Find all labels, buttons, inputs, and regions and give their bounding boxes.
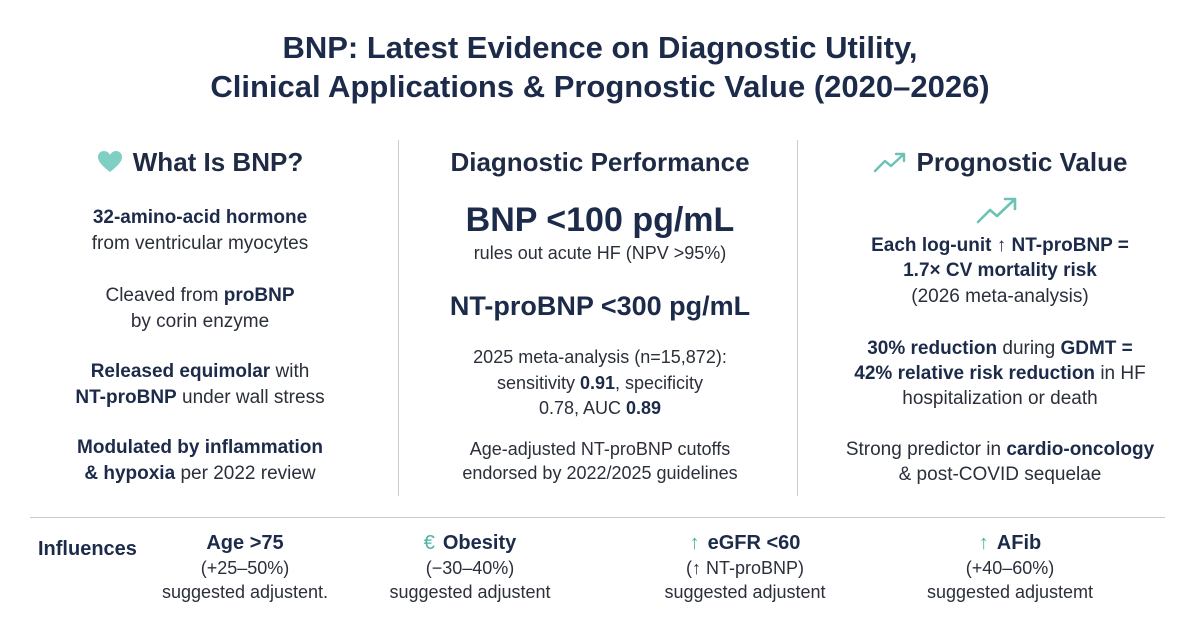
trend-icon <box>873 152 905 173</box>
text-line: 32-amino-acid hormone <box>2 207 398 230</box>
influence-note: suggested adjustent <box>389 582 551 602</box>
influence-effect: (−30–40%) <box>425 558 515 578</box>
influence-effect: (↑ NT-proBNP) <box>685 558 804 578</box>
text-line: from ventricular myocytes <box>2 233 398 256</box>
bold-text: BNP <100 pg/mL <box>465 200 735 239</box>
title-line: Clinical Applications & Prognostic Value… <box>210 69 990 104</box>
divider <box>30 517 1165 518</box>
column-heading: Diagnostic Performance <box>400 146 800 178</box>
influence-name: ↑ AFib <box>880 532 1140 555</box>
text: under wall stress <box>176 386 325 408</box>
text-line: 0.78, AUC 0.89 <box>402 398 798 420</box>
text-line: 2025 meta-analysis (n=15,872): <box>402 347 798 369</box>
bold-text: Modulated by inflammation <box>77 436 323 458</box>
heading-text: Prognostic Value <box>916 147 1128 177</box>
text-line: rules out acute HF (NPV >95%) <box>402 243 798 265</box>
bold-text: Each log-unit ↑ NT-proBNP = <box>871 234 1129 256</box>
bold-text: GDMT = <box>1060 337 1133 359</box>
influence-text: Obesity <box>442 532 517 554</box>
influence-effect: (+25–50%) <box>200 558 290 578</box>
text-line: (2026 meta-analysis) <box>802 286 1198 309</box>
text-line: Cleaved from proBNP <box>2 285 398 308</box>
influences-label: Influences <box>38 538 137 560</box>
divider <box>398 140 399 496</box>
column-heading: Prognostic Value <box>800 146 1200 178</box>
text-line: & hypoxia per 2022 review <box>2 463 398 486</box>
text: Age-adjusted NT-proBNP cutoffs <box>469 439 731 460</box>
text: Cleaved from <box>105 284 224 306</box>
bold-text: 1.7× CV mortality risk <box>903 259 1097 281</box>
text-line: Modulated by inflammation <box>2 437 398 460</box>
text: & post-COVID sequelae <box>898 463 1102 485</box>
text: , specificity <box>615 373 704 394</box>
heading-text: What Is BNP? <box>132 147 304 177</box>
column-heading: What Is BNP? <box>0 146 400 178</box>
text-line: & post-COVID sequelae <box>802 464 1198 487</box>
influence-note: suggested adjustent <box>664 582 826 602</box>
bold-text: 0.91 <box>579 373 616 394</box>
text: during <box>997 337 1061 359</box>
bold-text: NT-proBNP <box>75 386 177 408</box>
text-line: Released equimolar with <box>2 361 398 384</box>
text: 0.78, AUC <box>538 398 626 419</box>
influence-icon: ↑ <box>978 532 989 554</box>
bold-text: NT-proBNP <300 pg/mL <box>449 290 751 321</box>
text-line: 1.7× CV mortality risk <box>802 260 1198 283</box>
influence-text: Age >75 <box>206 532 284 554</box>
text: 2025 meta-analysis (n=15,872): <box>473 347 727 368</box>
text: per 2022 review <box>175 462 316 484</box>
text: from ventricular myocytes <box>91 232 309 254</box>
bold-text: cardio-oncology <box>1006 438 1155 460</box>
trend-icon <box>976 197 1017 224</box>
bold-text: 42% relative risk reduction <box>854 362 1096 384</box>
bold-text: proBNP <box>223 284 295 306</box>
text-line: sensitivity 0.91, specificity <box>402 373 798 395</box>
text: Strong predictor in <box>845 438 1007 460</box>
bold-text: 30% reduction <box>867 337 998 359</box>
text-line: by corin enzyme <box>2 311 398 334</box>
text-line: Strong predictor in cardio-oncology <box>802 439 1198 462</box>
influence-note: suggested adjustent. <box>161 582 329 602</box>
bold-text: Released equimolar <box>90 360 271 382</box>
influence-text: eGFR <60 <box>707 532 801 554</box>
text-line: 42% relative risk reduction in HF <box>802 363 1198 386</box>
text: (2026 meta-analysis) <box>911 285 1089 307</box>
text: with <box>270 360 310 382</box>
influence-icon: ↑ <box>689 532 700 554</box>
influence-name: ↑ eGFR <60 <box>615 532 875 555</box>
bold-text: & hypoxia <box>84 462 176 484</box>
text-line: NT-proBNP under wall stress <box>2 387 398 410</box>
title-line: BNP: Latest Evidence on Diagnostic Utili… <box>282 30 918 65</box>
text: endorsed by 2022/2025 guidelines <box>462 463 738 484</box>
text: in HF <box>1095 362 1146 384</box>
text: sensitivity <box>496 373 580 394</box>
divider <box>797 140 798 496</box>
bold-text: 32-amino-acid hormone <box>92 206 308 228</box>
text-line: Age-adjusted NT-proBNP cutoffs <box>402 439 798 461</box>
influence-icon: € <box>423 532 435 554</box>
text-line: endorsed by 2022/2025 guidelines <box>402 463 798 485</box>
text: by corin enzyme <box>130 310 270 332</box>
text: rules out acute HF (NPV >95%) <box>473 243 727 264</box>
influence-name: € Obesity <box>340 532 600 555</box>
bold-text: 0.89 <box>626 398 662 419</box>
heart-icon <box>97 151 122 172</box>
influence-text: AFib <box>996 532 1042 554</box>
heading-text: Diagnostic Performance <box>450 147 750 177</box>
influence-name: Age >75 <box>115 532 375 555</box>
text-line: Each log-unit ↑ NT-proBNP = <box>802 235 1198 258</box>
text-line: NT-proBNP <300 pg/mL <box>402 290 798 322</box>
text-line: hospitalization or death <box>802 388 1198 411</box>
text-line: 30% reduction during GDMT = <box>802 338 1198 361</box>
text-line: BNP <100 pg/mL <box>402 200 798 241</box>
text: hospitalization or death <box>902 387 1098 409</box>
influence-effect: (+40–60%) <box>965 558 1055 578</box>
influence-note: suggested adjustemt <box>926 582 1094 602</box>
